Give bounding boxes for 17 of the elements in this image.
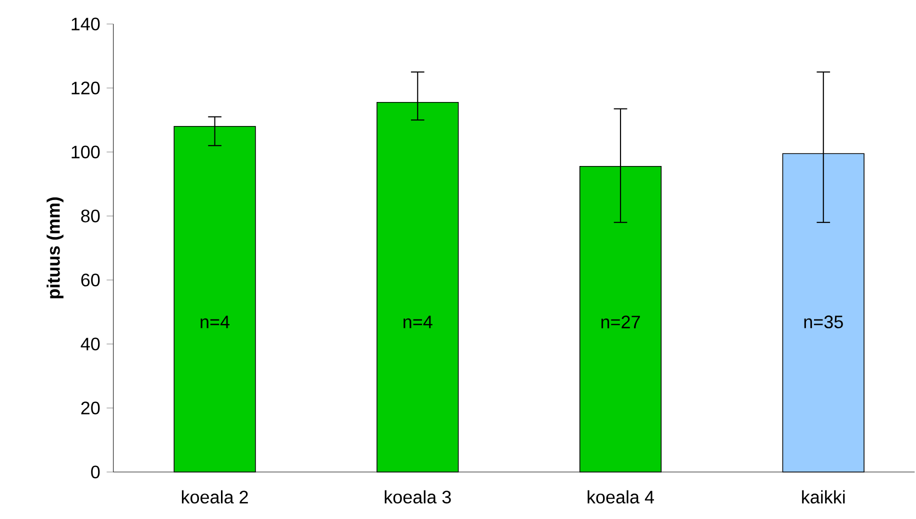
annotation: n=4 xyxy=(200,316,230,328)
y-tick-label: 80 xyxy=(81,210,100,223)
x-tick-label: kaikki xyxy=(802,490,845,504)
y-tick-label: 60 xyxy=(81,274,100,287)
x-tick-label: koeala 3 xyxy=(384,490,451,504)
y-tick-label: 40 xyxy=(80,338,100,351)
y-tick-label: 0 xyxy=(91,466,100,479)
x-tick-label: koeala 2 xyxy=(182,490,248,504)
y-tick-label: 20 xyxy=(81,402,100,415)
y-tick-label: 140 xyxy=(72,18,100,31)
y-axis-title: pituus (mm) xyxy=(46,198,64,298)
y-tick-label: 100 xyxy=(72,146,100,159)
annotation: n=35 xyxy=(804,316,843,328)
annotation: n=4 xyxy=(404,316,432,328)
annotation: n=27 xyxy=(601,316,640,328)
x-tick-label: koeala 4 xyxy=(588,490,654,504)
y-tick-label: 120 xyxy=(72,82,100,95)
